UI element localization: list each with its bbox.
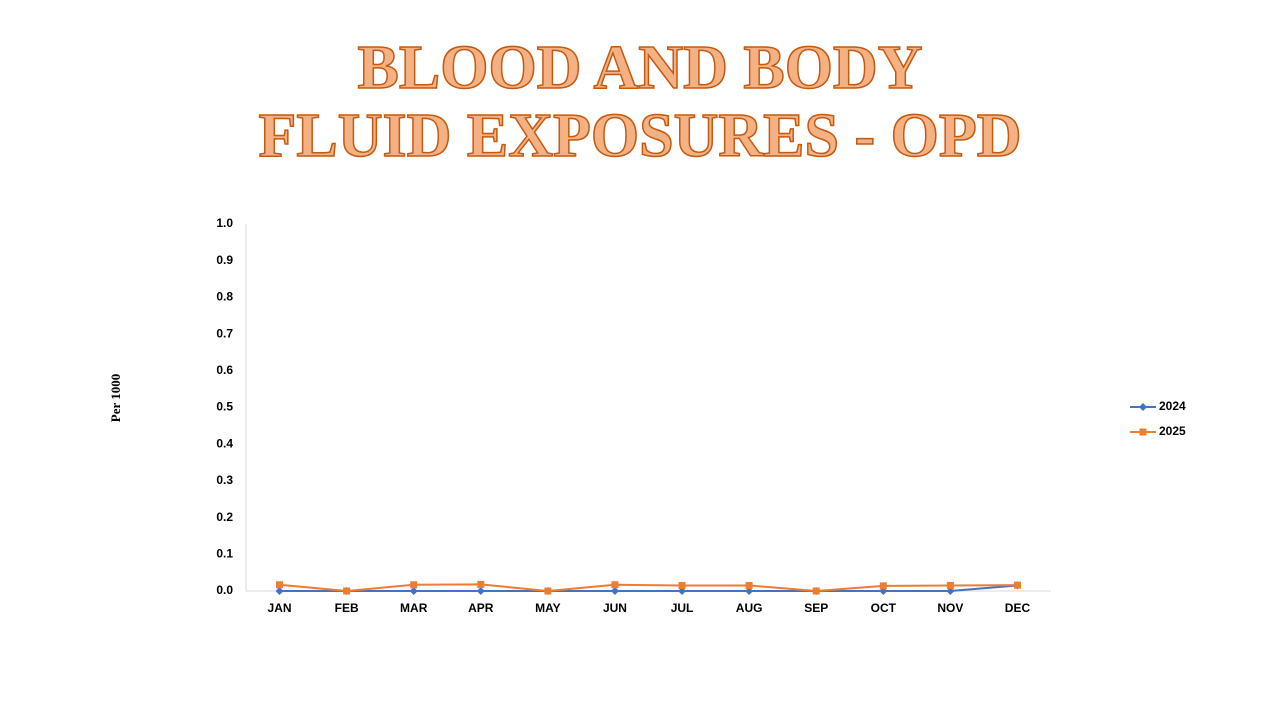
point [745, 587, 754, 595]
y-tick-label: 1.0 [216, 216, 233, 230]
point [946, 581, 954, 589]
point [276, 581, 284, 589]
point [678, 587, 687, 595]
point [1013, 581, 1021, 589]
point [879, 582, 887, 590]
x-tick-label: SEP [804, 601, 828, 615]
point [946, 587, 955, 595]
x-tick-label: MAY [535, 601, 561, 615]
y-tick-label: 0.8 [216, 290, 233, 304]
x-tick-label: NOV [937, 601, 963, 615]
point [343, 587, 351, 595]
series-line [279, 583, 1018, 593]
x-tick-label: MAR [400, 601, 428, 615]
point [745, 581, 753, 589]
point [678, 581, 686, 589]
y-tick-label: 0.3 [216, 473, 233, 487]
y-tick-label: 0.7 [216, 326, 233, 340]
chart-title: FLUID EXPOSURES - OPD [258, 102, 1021, 170]
point [477, 580, 485, 588]
point [410, 581, 418, 589]
legend-marker [1139, 403, 1147, 411]
legend-label: 2025 [1159, 424, 1186, 438]
x-tick-label: JAN [268, 601, 292, 615]
x-tick-label: AUG [736, 601, 763, 615]
x-tick-label: OCT [871, 601, 897, 615]
point [275, 587, 284, 595]
y-tick-label: 0.0 [216, 583, 233, 597]
point [476, 587, 485, 595]
x-tick-label: APR [468, 601, 494, 615]
point [611, 581, 619, 589]
legend-marker [1139, 428, 1147, 436]
x-tick-label: FEB [335, 601, 359, 615]
point [812, 587, 820, 595]
point [409, 587, 418, 595]
y-tick-label: 0.9 [216, 253, 233, 267]
y-tick-label: 0.5 [216, 400, 233, 414]
x-tick-label: DEC [1005, 601, 1031, 615]
point [544, 587, 552, 595]
series-line [279, 584, 1018, 592]
legend-label: 2024 [1159, 399, 1186, 413]
y-tick-label: 0.4 [216, 436, 233, 450]
chart-title: BLOOD AND BODY [358, 34, 923, 102]
x-tick-label: JUN [603, 601, 627, 615]
x-tick-label: JUL [671, 601, 694, 615]
y-tick-label: 0.2 [216, 510, 233, 524]
point [610, 587, 619, 595]
y-tick-label: 0.1 [216, 546, 233, 560]
y-axis-label: Per 1000 [108, 374, 123, 423]
y-tick-label: 0.6 [216, 363, 233, 377]
